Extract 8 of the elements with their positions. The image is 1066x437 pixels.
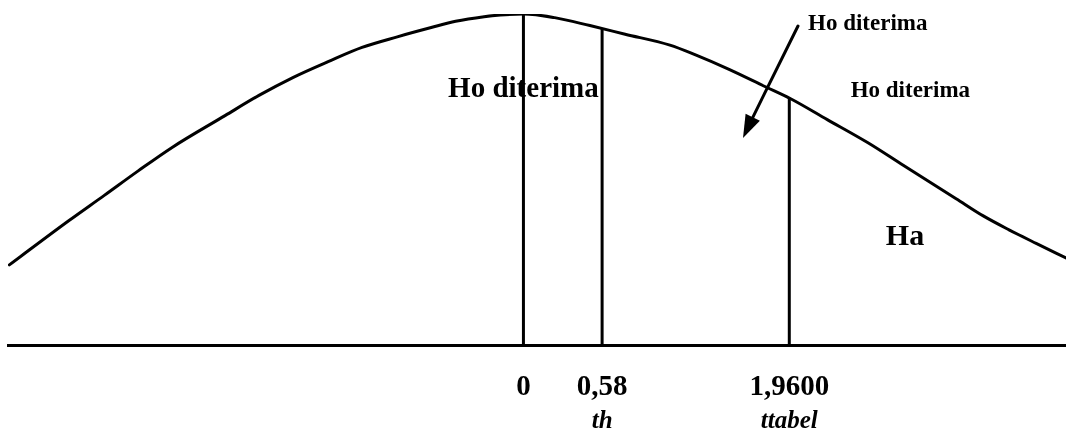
ref-line-label: ttabel — [760, 406, 818, 434]
x-tick-label: 0,58 — [576, 368, 628, 401]
x-tick-label: 1,9600 — [749, 368, 830, 401]
x-tick-label: 0 — [516, 368, 531, 401]
annotation: Ha — [885, 217, 925, 251]
annotation: Ho diterima — [850, 77, 971, 103]
ref-line-label: th — [591, 406, 613, 434]
annotation: Ho diterima — [808, 9, 928, 35]
